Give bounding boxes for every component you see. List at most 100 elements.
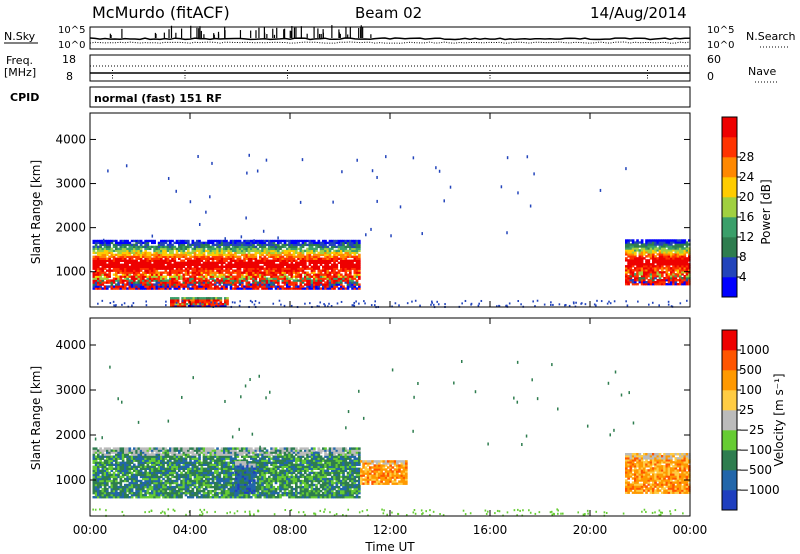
- echo-cell: [173, 285, 177, 288]
- echo-cell: [119, 451, 123, 454]
- echo-cell: [643, 267, 646, 270]
- echo-cell: [346, 285, 350, 288]
- scatter-cell: [234, 301, 236, 304]
- echo-cell: [173, 263, 177, 266]
- echo-cell: [250, 257, 253, 260]
- echo-cell: [106, 483, 109, 487]
- echo-cell: [139, 483, 143, 487]
- echo-cell: [153, 267, 156, 270]
- echo-cell: [205, 269, 208, 272]
- echo-cell: [179, 305, 182, 308]
- echo-cell: [683, 281, 687, 284]
- echo-cell: [99, 459, 102, 462]
- echo-cell: [241, 263, 244, 266]
- echo-cell: [219, 301, 223, 304]
- echo-cell: [636, 267, 639, 270]
- echo-cell: [182, 487, 186, 491]
- freq-tick-low: 8: [66, 70, 73, 83]
- echo-cell: [299, 243, 303, 247]
- echo-cell: [115, 481, 118, 485]
- echo-cell: [236, 279, 240, 282]
- echo-cell: [688, 279, 691, 282]
- echo-cell: [288, 243, 291, 247]
- echo-cell: [193, 263, 197, 266]
- echo-cell: [340, 267, 343, 270]
- echo-cell: [288, 263, 291, 266]
- echo-cell: [313, 271, 316, 274]
- echo-cell: [153, 257, 156, 260]
- scatter-cell: [414, 299, 417, 302]
- echo-cell: [317, 251, 321, 255]
- echo-cell: [144, 273, 147, 276]
- echo-cell: [297, 287, 300, 290]
- echo-cell: [358, 243, 361, 247]
- echo-cell: [117, 281, 120, 284]
- echo-cell: [225, 489, 228, 493]
- echo-cell: [216, 249, 219, 253]
- scatter-cell: [363, 300, 365, 303]
- echo-cell: [162, 285, 165, 288]
- echo-cell: [259, 239, 262, 243]
- echo-cell: [667, 261, 671, 264]
- echo-cell: [157, 465, 161, 469]
- echo-cell: [115, 285, 118, 288]
- echo-cell: [337, 257, 341, 260]
- echo-cell: [133, 449, 136, 452]
- echo-cell: [229, 273, 233, 276]
- echo-cell: [218, 287, 222, 290]
- echo-cell: [676, 283, 680, 286]
- echo-cell: [211, 455, 215, 458]
- echo-cell: [139, 487, 143, 491]
- echo-cell: [171, 253, 174, 257]
- echo-cell: [191, 249, 195, 253]
- echo-cell: [232, 275, 235, 278]
- echo-cell: [126, 471, 129, 475]
- echo-cell: [349, 261, 352, 264]
- echo-cell: [198, 496, 201, 499]
- echo-cell: [225, 453, 228, 456]
- echo-cell: [279, 287, 282, 290]
- echo-cell: [252, 245, 255, 249]
- echo-cell: [162, 449, 165, 452]
- echo-cell: [358, 255, 361, 258]
- echo-cell: [180, 249, 183, 253]
- echo-cell: [265, 287, 269, 290]
- echo-cell: [182, 279, 186, 282]
- echo-cell: [196, 449, 199, 452]
- echo-cell: [254, 259, 258, 262]
- echo-cell: [182, 247, 186, 251]
- echo-cell: [299, 273, 303, 276]
- echo-cell: [665, 283, 669, 286]
- echo-cell: [130, 496, 134, 499]
- echo-cell: [299, 251, 303, 255]
- echo-cell: [97, 475, 100, 479]
- echo-cell: [223, 496, 226, 499]
- echo-cell: [277, 239, 280, 243]
- echo-cell: [112, 475, 116, 479]
- echo-cell: [169, 269, 172, 272]
- echo-cell: [153, 483, 156, 487]
- echo-cell: [317, 239, 321, 243]
- echo-cell: [139, 279, 143, 282]
- echo-cell: [99, 271, 102, 274]
- echo-cell: [101, 249, 105, 253]
- echo-cell: [672, 257, 675, 260]
- echo-cell: [160, 447, 163, 450]
- echo-cell: [225, 239, 228, 243]
- echo-cell: [629, 267, 633, 270]
- echo-cell: [340, 269, 343, 272]
- echo-cell: [148, 273, 152, 276]
- echo-cell: [157, 451, 161, 454]
- echo-cell: [268, 269, 271, 272]
- echo-cell: [160, 261, 163, 264]
- scatter-cell: [365, 233, 367, 237]
- echo-cell: [171, 239, 174, 243]
- echo-cell: [164, 239, 168, 243]
- echo-cell: [172, 303, 175, 306]
- echo-cell: [142, 477, 145, 481]
- echo-cell: [308, 247, 312, 251]
- echo-cell: [173, 463, 177, 467]
- echo-cell: [124, 257, 127, 260]
- power-colorbar-label: Power [dB]: [759, 179, 773, 244]
- echo-cell: [121, 273, 125, 276]
